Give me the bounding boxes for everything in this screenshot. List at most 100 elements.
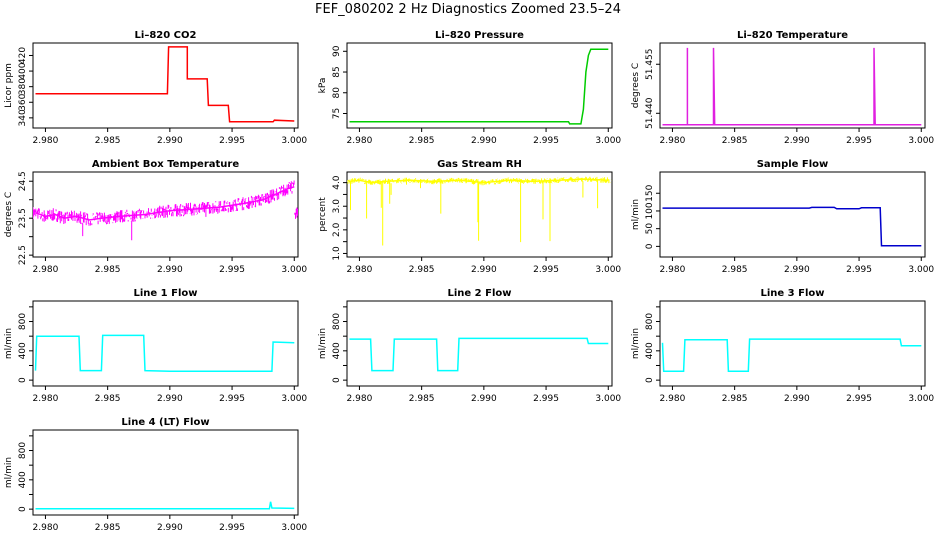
y-tick-label: 24.5 [18, 171, 28, 191]
x-tick-label: 2.985 [409, 265, 435, 275]
y-tick-label: 4.0 [332, 175, 342, 190]
x-tick-label: 2.985 [95, 136, 121, 146]
x-tick-label: 2.980 [660, 136, 686, 146]
x-tick-label: 2.980 [347, 394, 373, 404]
y-axis-label: percent [318, 197, 328, 232]
x-tick-label: 2.985 [95, 523, 121, 533]
series-line [662, 47, 922, 126]
x-tick-label: 2.980 [33, 523, 59, 533]
y-tick-label: 80 [332, 87, 342, 99]
y-tick-label: 360 [18, 93, 28, 110]
y-axis-label: degrees C [631, 63, 641, 108]
y-tick-label: 85 [332, 66, 342, 77]
y-tick-label: 0 [645, 377, 655, 383]
y-tick-label: 0 [18, 377, 28, 383]
panel-2: Li–820 Pressure kPa 2.980 2.985 2.990 2.995 3.… [318, 30, 621, 146]
y-axis-label: ml/min [631, 199, 641, 230]
plot-frame [346, 300, 613, 387]
panel-1: Li–820 CO2 Licor ppm 2.980 2.985 2.990 2.995 3… [4, 30, 307, 146]
x-tick-label: 2.995 [533, 265, 559, 275]
y-tick-label: 0 [645, 243, 655, 249]
plot-frame [659, 171, 926, 258]
y-tick-label: 0 [332, 377, 342, 383]
y-tick-label: 75 [332, 108, 342, 119]
y-axis-label: ml/min [318, 328, 328, 359]
x-tick-label: 2.985 [409, 136, 435, 146]
series-line [662, 206, 922, 247]
panel-3: Li–820 Temperature degrees C 2.980 2.985 2.9… [631, 30, 934, 146]
x-tick-label: 2.995 [846, 394, 872, 404]
y-axis-label: Licor ppm [4, 63, 14, 108]
y-tick-label: 0 [18, 506, 28, 512]
y-tick-label: 51.455 [645, 49, 655, 81]
panel-6: Sample Flow ml/min 2.980 2.985 2.990 2.995 3.0… [631, 159, 934, 275]
y-tick-label: 100 [645, 202, 655, 219]
panel-title: Li–820 Pressure [435, 30, 524, 41]
x-tick-label: 2.990 [157, 523, 183, 533]
y-tick-label: 90 [332, 45, 342, 57]
x-tick-label: 2.990 [784, 265, 810, 275]
x-tick-label: 2.980 [33, 265, 59, 275]
x-tick-label: 2.985 [95, 394, 121, 404]
series-line [35, 46, 295, 123]
panel-9: Line 3 Flow ml/min 2.980 2.985 2.990 2.995 3.0… [631, 288, 934, 404]
x-tick-label: 2.995 [533, 394, 559, 404]
x-tick-label: 2.995 [219, 394, 245, 404]
x-tick-label: 3.000 [908, 394, 934, 404]
x-tick-label: 3.000 [908, 136, 934, 146]
figure-title: FEF_080202 2 Hz Diagnostics Zoomed 23.5–… [315, 2, 621, 17]
x-tick-label: 2.985 [722, 136, 748, 146]
panel-4: Ambient Box Temperature degrees C 2.980 2.9… [4, 159, 307, 275]
y-tick-label: 23.5 [18, 208, 28, 228]
x-tick-label: 2.990 [471, 265, 497, 275]
x-tick-label: 2.990 [784, 394, 810, 404]
y-axis-label: ml/min [631, 328, 641, 359]
x-tick-label: 2.985 [409, 394, 435, 404]
plot-frame [346, 171, 613, 258]
series-noise [347, 176, 612, 246]
panel-title: Li–820 Temperature [737, 30, 848, 41]
panel-title: Line 2 Flow [448, 288, 512, 299]
plot-frame [32, 429, 299, 516]
x-tick-label: 2.985 [722, 394, 748, 404]
y-tick-label: 51.440 [645, 97, 655, 129]
plot-frame [659, 42, 926, 129]
x-tick-label: 2.990 [471, 136, 497, 146]
x-tick-label: 2.980 [33, 136, 59, 146]
y-tick-label: 400 [645, 342, 655, 359]
x-tick-label: 3.000 [595, 394, 621, 404]
x-tick-label: 2.980 [660, 265, 686, 275]
y-axis-label: ml/min [4, 457, 14, 488]
series-line [349, 48, 609, 125]
series-line [349, 337, 609, 372]
panel-7: Line 1 Flow ml/min 2.980 2.985 2.990 2.995 3.0… [4, 288, 307, 404]
y-tick-label: 800 [645, 313, 655, 330]
plot-frame [659, 300, 926, 387]
x-tick-label: 2.990 [157, 394, 183, 404]
plot-frame [32, 300, 299, 387]
y-tick-label: 400 [18, 342, 28, 359]
x-tick-label: 2.990 [471, 394, 497, 404]
panel-title: Gas Stream RH [437, 159, 522, 170]
y-axis-label: ml/min [4, 328, 14, 359]
y-tick-label: 800 [18, 442, 28, 459]
x-tick-label: 2.980 [33, 394, 59, 404]
series-noise [33, 180, 298, 241]
x-tick-label: 3.000 [281, 394, 307, 404]
y-tick-label: 800 [332, 313, 342, 330]
x-tick-label: 2.995 [219, 265, 245, 275]
x-tick-label: 2.980 [347, 265, 373, 275]
y-tick-label: 400 [18, 62, 28, 79]
plot-frame [32, 42, 299, 129]
x-tick-label: 2.995 [219, 136, 245, 146]
x-tick-label: 2.980 [347, 136, 373, 146]
x-tick-label: 2.990 [157, 136, 183, 146]
x-tick-label: 3.000 [595, 136, 621, 146]
y-tick-label: 22.5 [18, 245, 28, 265]
panel-title: Sample Flow [757, 159, 829, 170]
x-tick-label: 2.990 [157, 265, 183, 275]
series-line [35, 501, 295, 510]
y-tick-label: 3.0 [332, 199, 342, 214]
panel-title: Line 1 Flow [134, 288, 198, 299]
